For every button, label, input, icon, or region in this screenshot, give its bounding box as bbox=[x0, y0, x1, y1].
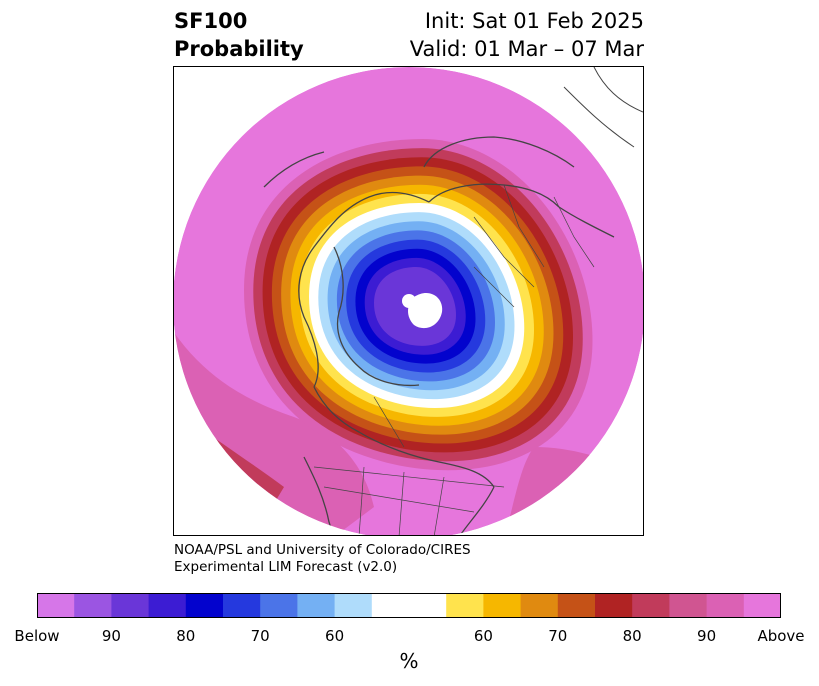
colorbar-swatch bbox=[595, 593, 633, 618]
colorbar-swatch bbox=[334, 593, 373, 618]
colorbar-tick-label: 60 bbox=[473, 627, 493, 645]
colorbar-swatch bbox=[74, 593, 112, 618]
colorbar-unit: % bbox=[399, 649, 419, 673]
borders bbox=[313, 184, 595, 535]
colorbar-tick-label: 60 bbox=[325, 627, 345, 645]
frame-corner-land bbox=[563, 67, 643, 148]
colorbar-swatch bbox=[557, 593, 596, 618]
colorbar-tick-label: Above bbox=[757, 627, 805, 645]
hudson-bay-gap bbox=[408, 292, 443, 329]
colorbar-swatch bbox=[111, 593, 150, 618]
colorbar-swatch bbox=[446, 593, 484, 618]
colorbar-swatch bbox=[37, 593, 75, 618]
colorbar-swatch bbox=[223, 593, 261, 618]
colorbar-swatch bbox=[297, 593, 336, 618]
probability-map bbox=[174, 67, 643, 535]
colorbar-border bbox=[37, 593, 781, 618]
colorbar-swatch bbox=[520, 593, 559, 618]
map-frame bbox=[173, 66, 644, 536]
colorbar-swatch bbox=[371, 593, 447, 618]
colorbar-tick-label: 80 bbox=[622, 627, 642, 645]
colorbar-tick-label: 70 bbox=[250, 627, 270, 645]
credit-line-2: Experimental LIM Forecast (v2.0) bbox=[174, 559, 398, 575]
colorbar-tick-label: 90 bbox=[697, 627, 717, 645]
coastlines bbox=[263, 136, 615, 535]
colorbar-swatch bbox=[669, 593, 708, 618]
colorbar-tick-label: 90 bbox=[101, 627, 121, 645]
colorbar-swatch bbox=[706, 593, 745, 618]
map-globe bbox=[174, 67, 643, 535]
colorbar-swatch bbox=[148, 593, 187, 618]
colorbar bbox=[37, 593, 781, 618]
title-field: Probability bbox=[174, 37, 304, 61]
pole-hole bbox=[402, 294, 416, 308]
title-variable: SF100 bbox=[174, 9, 248, 33]
credit-line-1: NOAA/PSL and University of Colorado/CIRE… bbox=[174, 542, 471, 558]
colorbar-swatch bbox=[185, 593, 224, 618]
colorbar-tick-label: 70 bbox=[548, 627, 568, 645]
pacific-anomaly-core bbox=[174, 452, 244, 535]
colorbar-swatch bbox=[632, 593, 670, 618]
title-valid-range: Valid: 01 Mar – 07 Mar bbox=[409, 37, 644, 61]
colorbar-tick-label: Below bbox=[14, 627, 60, 645]
colorbar-swatch bbox=[260, 593, 298, 618]
title-init-date: Init: Sat 01 Feb 2025 bbox=[424, 9, 644, 33]
colorbar-swatch bbox=[483, 593, 522, 618]
colorbar-swatch bbox=[743, 593, 781, 618]
colorbar-tick-label: 80 bbox=[176, 627, 196, 645]
